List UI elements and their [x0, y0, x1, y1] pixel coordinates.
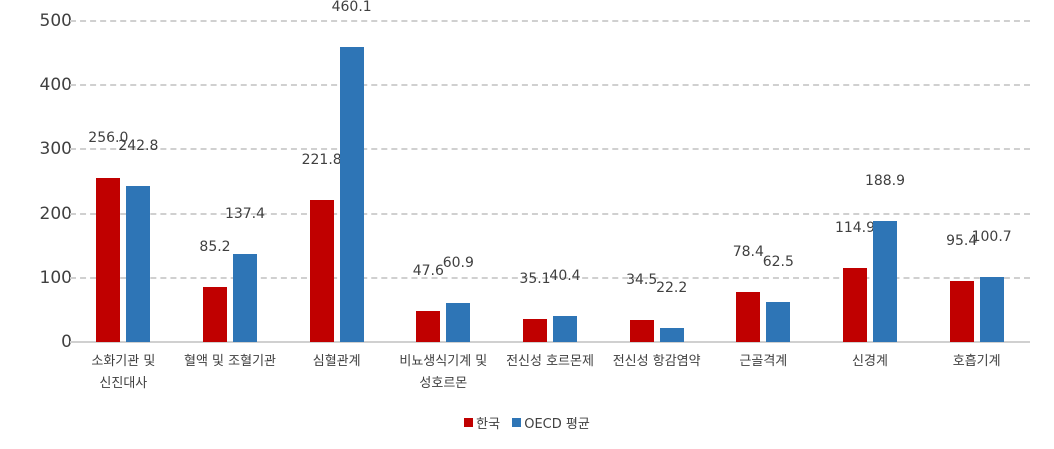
bar-korea — [949, 280, 974, 342]
legend-item-oecd: OECD 평균 — [512, 413, 590, 432]
x-category-label: 호흡기계 — [952, 354, 1001, 369]
legend: 한국 OECD 평균 — [0, 413, 1054, 432]
y-tick-label: 500 — [39, 11, 72, 31]
bar-oecd — [446, 302, 471, 342]
x-category-label: 전신성 호르몬제 — [506, 354, 594, 369]
y-tick-label: 200 — [39, 203, 72, 224]
data-label: 137.4 — [224, 205, 266, 222]
x-category-label: 신경계 — [852, 354, 888, 369]
bar-korea — [96, 177, 121, 342]
legend-label: OECD 평균 — [524, 417, 590, 432]
data-label: 60.9 — [442, 254, 474, 271]
bar-oecd — [766, 301, 791, 342]
gridline — [70, 212, 1030, 215]
data-label: 95.4 — [946, 232, 978, 249]
bar-korea — [629, 319, 654, 342]
bar-oecd — [126, 186, 151, 342]
data-label: 100.7 — [971, 229, 1012, 246]
data-label: 242.8 — [118, 138, 159, 155]
bar-korea — [736, 291, 761, 342]
data-label: 22.2 — [656, 279, 688, 296]
x-category-label: 심혈관계 — [312, 354, 361, 369]
data-label: 85.2 — [199, 239, 231, 256]
data-label: 35.1 — [519, 271, 551, 288]
data-label: 188.9 — [864, 172, 906, 189]
gridline — [70, 84, 1030, 87]
x-category-label: 비뇨생식기계 및 성호르몬 — [399, 354, 488, 391]
bar-oecd — [659, 327, 684, 342]
x-category-label: 소화기관 및 신진대사 — [91, 354, 156, 391]
data-label: 47.6 — [412, 263, 444, 280]
bar-oecd — [979, 277, 1004, 342]
legend-item-korea: 한국 — [464, 413, 500, 432]
bar-korea — [203, 287, 227, 342]
x-axis-line — [70, 341, 1030, 343]
x-category-label: 전신성 항감염약 — [612, 354, 701, 369]
legend-swatch-blue — [512, 418, 522, 427]
y-tick-label: 400 — [39, 75, 72, 96]
bar-oecd — [553, 316, 577, 342]
y-tick-label: 300 — [39, 139, 72, 160]
data-label: 460.1 — [331, 0, 372, 15]
gridline — [70, 148, 1030, 151]
y-tick-label: 0 — [61, 332, 72, 352]
data-label: 62.5 — [762, 253, 794, 270]
legend-label: 한국 — [476, 417, 501, 432]
data-label: 221.8 — [301, 151, 342, 168]
bar-korea — [416, 311, 441, 342]
bar-oecd — [339, 46, 364, 342]
bar-oecd — [873, 220, 897, 342]
gridline — [70, 276, 1030, 279]
bar-korea — [843, 268, 867, 342]
data-label: 34.5 — [626, 271, 658, 288]
data-label: 114.9 — [834, 220, 876, 237]
bar-korea — [523, 319, 547, 342]
x-category-label: 혈액 및 조혈기관 — [184, 354, 276, 369]
x-category-label: 근골격계 — [739, 354, 788, 369]
bar-oecd — [233, 253, 257, 342]
data-label: 256.0 — [88, 129, 129, 146]
data-label: 40.4 — [549, 268, 581, 285]
y-tick-label: 100 — [39, 267, 72, 288]
bar-korea — [309, 199, 334, 342]
data-label: 78.4 — [732, 243, 764, 260]
legend-swatch-red — [464, 418, 474, 427]
gridline — [70, 20, 1030, 22]
